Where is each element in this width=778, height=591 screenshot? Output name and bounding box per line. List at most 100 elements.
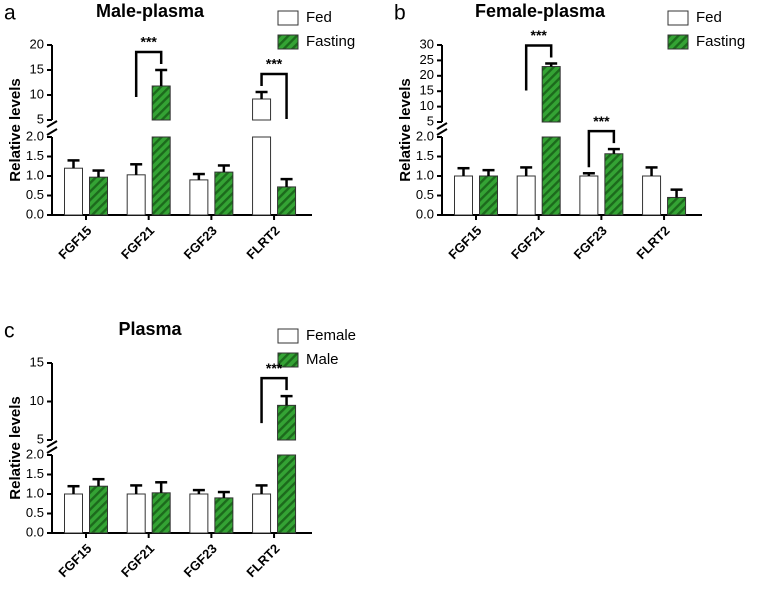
y-tick-label: 10 <box>30 86 44 101</box>
bar <box>214 497 234 534</box>
y-tick-label: 15 <box>420 83 434 98</box>
bar-segment <box>252 136 272 216</box>
bar-segment <box>214 497 234 534</box>
x-tick-label: FGF23 <box>181 541 220 580</box>
significance-label: *** <box>593 113 610 129</box>
bar-segment <box>277 404 297 441</box>
bar <box>667 196 687 216</box>
y-tick-label: 0.0 <box>26 206 44 221</box>
error-bar <box>255 90 268 99</box>
bar-segment <box>479 175 498 216</box>
legend-label: Female <box>306 327 356 344</box>
bar-segment <box>126 493 146 534</box>
axis-break <box>436 122 448 130</box>
bar-segment <box>667 196 687 216</box>
bar-segment <box>579 175 599 216</box>
bar <box>454 175 473 216</box>
error-bar <box>67 159 80 169</box>
x-tick-label: FLRT2 <box>633 223 672 262</box>
error-bar <box>280 177 293 187</box>
chart-panel: c Plasma Relative levels 0.0 0.5 1.0 1.5 2.05 10… <box>4 319 356 580</box>
bar <box>541 66 561 216</box>
y-tick-label: 1.5 <box>26 466 44 481</box>
bar-segment <box>151 85 171 121</box>
axis-break <box>46 120 58 128</box>
panel-letter: a <box>4 2 16 25</box>
error-bar <box>130 484 143 494</box>
significance-bracket <box>260 72 288 119</box>
legend-swatch <box>277 352 299 368</box>
y-axis-label: Relative levels <box>7 396 24 499</box>
legend-swatch <box>667 34 689 50</box>
legend-label: Fasting <box>306 33 355 50</box>
bar-segment <box>604 153 624 216</box>
error-bar <box>255 484 268 494</box>
x-tick-label: FLRT2 <box>243 541 282 580</box>
bar <box>516 175 536 216</box>
legend-swatch <box>277 328 299 344</box>
y-tick-label: 2.0 <box>416 128 434 143</box>
axis-break <box>46 440 58 448</box>
y-tick-label: 30 <box>420 36 434 51</box>
chart-title: Plasma <box>118 319 182 339</box>
error-bar <box>92 169 105 178</box>
bar <box>252 493 272 534</box>
x-tick-label: FLRT2 <box>243 223 282 262</box>
bar <box>151 492 171 534</box>
bar-segment <box>252 493 272 534</box>
error-bar <box>607 147 620 154</box>
bar-segment <box>151 492 171 534</box>
y-tick-label: 0.5 <box>26 187 44 202</box>
chart-panel: a Male-plasma Relative levels 0.0 0.5 1.0 1.5 2… <box>4 1 355 262</box>
y-tick-label: 5 <box>37 111 44 126</box>
significance-label: *** <box>266 360 283 376</box>
error-bar <box>130 163 143 175</box>
y-tick-label: 1.0 <box>26 167 44 182</box>
error-bar <box>217 164 230 173</box>
legend-swatch <box>277 34 299 50</box>
bar <box>64 493 83 534</box>
bar <box>479 175 498 216</box>
y-tick-label: 0.0 <box>26 524 44 539</box>
y-tick-label: 10 <box>420 98 434 113</box>
y-tick-label: 0.0 <box>416 206 434 221</box>
x-tick-label: FGF15 <box>445 223 484 262</box>
x-tick-label: FGF15 <box>55 541 94 580</box>
y-tick-label: 15 <box>30 61 44 76</box>
bar <box>64 167 83 216</box>
error-bar <box>92 477 105 487</box>
y-tick-label: 1.5 <box>416 148 434 163</box>
bar-segment <box>541 136 561 216</box>
error-bar <box>67 484 80 494</box>
error-bar <box>217 490 230 498</box>
bar-segment <box>64 493 83 534</box>
y-tick-label: 2.0 <box>26 446 44 461</box>
y-tick-label: 0.5 <box>26 505 44 520</box>
bar-segment <box>516 175 536 216</box>
significance-label: *** <box>141 34 158 50</box>
bar-segment <box>252 98 272 121</box>
error-bar <box>645 166 658 176</box>
legend-swatch <box>667 10 689 26</box>
significance-bracket <box>587 129 616 168</box>
bar <box>89 176 108 216</box>
legend-label: Fasting <box>696 33 745 50</box>
y-tick-label: 1.0 <box>416 167 434 182</box>
y-tick-label: 1.5 <box>26 148 44 163</box>
x-tick-label: FGF15 <box>55 223 94 262</box>
bar <box>151 85 171 216</box>
significance-bracket <box>134 50 163 97</box>
bar-segment <box>64 167 83 216</box>
bar <box>189 179 209 216</box>
legend-swatch <box>277 10 299 26</box>
error-bar <box>192 172 205 180</box>
bar-segment <box>277 186 297 216</box>
y-tick-label: 25 <box>420 52 434 67</box>
significance-label: *** <box>266 56 283 72</box>
error-bar <box>482 168 495 176</box>
y-tick-label: 20 <box>420 67 434 82</box>
error-bar <box>155 68 168 86</box>
bar <box>642 175 662 216</box>
y-tick-label: 10 <box>30 393 44 408</box>
y-axis-label: Relative levels <box>7 78 24 181</box>
